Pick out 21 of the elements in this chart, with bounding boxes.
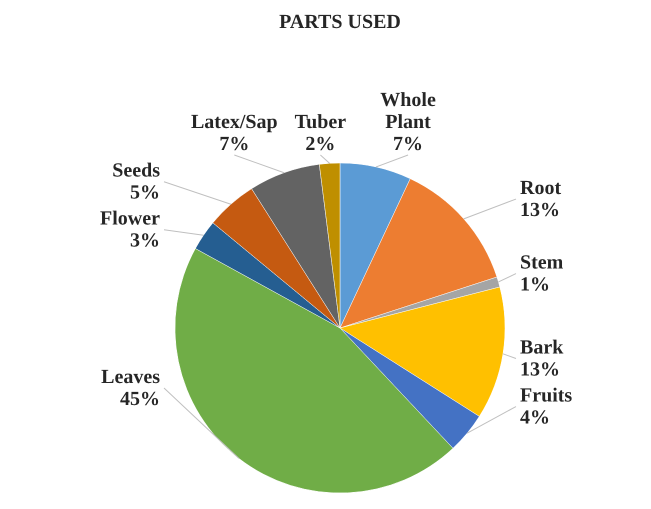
slice-label: Root: [520, 177, 562, 200]
slice-label: Seeds: [112, 160, 160, 182]
data-label: 13%: [520, 358, 560, 381]
slice-label: Tuber: [294, 111, 346, 133]
data-label: 7%: [219, 133, 250, 155]
data-label: 1%: [520, 274, 550, 296]
slice-label: Whole Plant: [380, 89, 436, 133]
chart-title: PARTS USED: [279, 11, 401, 33]
slice-label: Leaves: [101, 366, 160, 388]
data-label: 45%: [120, 388, 160, 410]
slice-label: Fruits: [520, 384, 572, 407]
data-label: 4%: [520, 406, 550, 429]
slice-label: Flower: [100, 208, 160, 230]
data-label: 13%: [520, 199, 560, 222]
data-label: 7%: [393, 133, 424, 155]
data-label: 3%: [130, 230, 160, 252]
data-label: 2%: [305, 133, 336, 155]
data-label: 5%: [130, 182, 160, 204]
slice-label: Latex/Sap: [190, 111, 278, 133]
slice-label: Bark: [520, 336, 564, 359]
slice-label: Stem: [520, 252, 564, 274]
